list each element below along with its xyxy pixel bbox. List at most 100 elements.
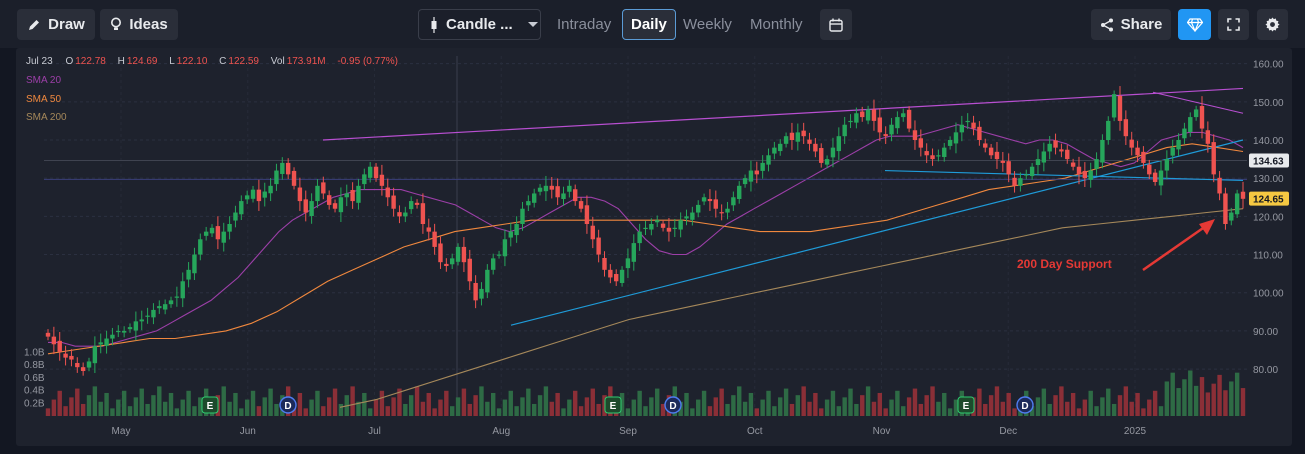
candle-body xyxy=(80,367,86,371)
volume-bar xyxy=(1070,392,1076,416)
candle-body xyxy=(789,132,795,140)
share-label: Share xyxy=(1120,16,1163,33)
candle xyxy=(807,132,812,151)
volume-bar xyxy=(233,392,238,416)
volume-bar xyxy=(1065,401,1070,416)
volume-bar xyxy=(496,408,502,416)
candle xyxy=(901,108,906,122)
share-button[interactable]: Share xyxy=(1091,9,1171,40)
candle xyxy=(444,258,449,272)
candle-body xyxy=(186,269,191,280)
time-tick-label: Jul xyxy=(368,426,381,437)
settings-button[interactable] xyxy=(1257,9,1288,40)
candle-body xyxy=(362,174,367,185)
interval-daily[interactable]: Daily xyxy=(622,9,676,40)
candle xyxy=(754,161,759,184)
candle-body xyxy=(455,246,461,262)
interval-weekly[interactable]: Weekly xyxy=(683,16,732,33)
volume-bar xyxy=(449,406,455,416)
candle xyxy=(596,229,601,263)
dividend-marker[interactable]: D xyxy=(664,396,682,414)
volume-bar xyxy=(1082,399,1088,416)
volume-bar xyxy=(268,388,273,416)
candle-body xyxy=(180,281,185,299)
candle xyxy=(1176,133,1181,157)
volume-bar xyxy=(1135,392,1140,416)
volume-bar xyxy=(180,399,185,416)
candle xyxy=(332,199,338,213)
legend-sma200[interactable]: SMA 200 xyxy=(26,112,67,123)
volume-bar xyxy=(104,392,109,416)
candle-body xyxy=(326,195,332,205)
ohlc-open-label: O xyxy=(65,56,74,67)
volume-bar xyxy=(1000,401,1006,416)
candle xyxy=(309,193,314,224)
dividend-marker[interactable]: D xyxy=(279,396,297,414)
candle xyxy=(45,329,51,341)
interval-intraday[interactable]: Intraday xyxy=(557,16,612,33)
candle-body xyxy=(145,315,150,317)
candle-body xyxy=(192,254,197,274)
time-tick-label: Aug xyxy=(492,426,510,437)
candle xyxy=(860,106,865,122)
volume-bar xyxy=(1059,386,1064,416)
dividend-marker[interactable]: D xyxy=(1016,396,1034,414)
candle xyxy=(830,137,836,168)
candle-body xyxy=(924,151,929,156)
ideas-button[interactable]: Ideas xyxy=(100,9,178,40)
legend-sma50[interactable]: SMA 50 xyxy=(26,94,62,105)
candle-body xyxy=(1117,95,1123,121)
candle xyxy=(1182,122,1187,145)
draw-button[interactable]: Draw xyxy=(17,9,95,40)
earnings-badge xyxy=(604,396,622,414)
premium-button[interactable] xyxy=(1178,9,1211,40)
volume-bar xyxy=(561,408,566,416)
volume-tick-label: 0.4B xyxy=(24,386,45,397)
candle-body xyxy=(684,216,689,219)
candle-body xyxy=(537,187,543,192)
candle-body xyxy=(1199,106,1205,129)
volume-bar xyxy=(139,388,144,416)
candle xyxy=(285,158,291,180)
candle xyxy=(631,234,636,271)
candle xyxy=(133,311,139,341)
candle-body xyxy=(168,300,174,305)
ohlc-volume-label: Vol xyxy=(270,56,285,67)
volume-tick-label: 0.2B xyxy=(24,398,45,409)
volume-bar xyxy=(116,399,121,416)
earnings-marker[interactable]: E xyxy=(957,396,975,414)
candle xyxy=(1006,153,1011,183)
event-label: E xyxy=(610,401,617,412)
volume-bar xyxy=(309,399,314,416)
volume-bar xyxy=(994,386,1000,416)
volume-bar xyxy=(1188,370,1193,416)
earnings-marker[interactable]: E xyxy=(201,396,219,414)
candle xyxy=(619,266,625,287)
volume-bar xyxy=(772,406,777,416)
candle xyxy=(848,114,853,129)
sma20-line xyxy=(48,124,1244,347)
candle xyxy=(690,206,695,226)
chart-type-dropdown[interactable]: Candle ... xyxy=(418,9,541,40)
candle-body xyxy=(701,197,707,202)
candle-body xyxy=(936,155,941,157)
volume-bar xyxy=(438,399,443,416)
volume-bar xyxy=(953,399,959,416)
price-chart[interactable]: 160.00 150.00 140.00 130.00 120.00 110.00 100.… xyxy=(0,48,1305,454)
candle-body xyxy=(215,226,221,240)
earnings-marker[interactable]: E xyxy=(604,396,622,414)
fullscreen-button[interactable] xyxy=(1218,9,1249,40)
candle-body xyxy=(1018,178,1023,186)
candle-body xyxy=(309,201,314,216)
candle xyxy=(51,326,57,355)
legend-sma20[interactable]: SMA 20 xyxy=(26,75,62,86)
candle-body xyxy=(1229,212,1234,221)
candle-body xyxy=(578,201,584,209)
candle-body xyxy=(508,231,513,238)
calendar-button[interactable] xyxy=(820,9,852,40)
diamond-icon xyxy=(1186,17,1203,32)
candle xyxy=(801,122,806,144)
candle-body xyxy=(1129,139,1134,148)
candle xyxy=(789,122,795,150)
interval-monthly[interactable]: Monthly xyxy=(750,16,803,33)
